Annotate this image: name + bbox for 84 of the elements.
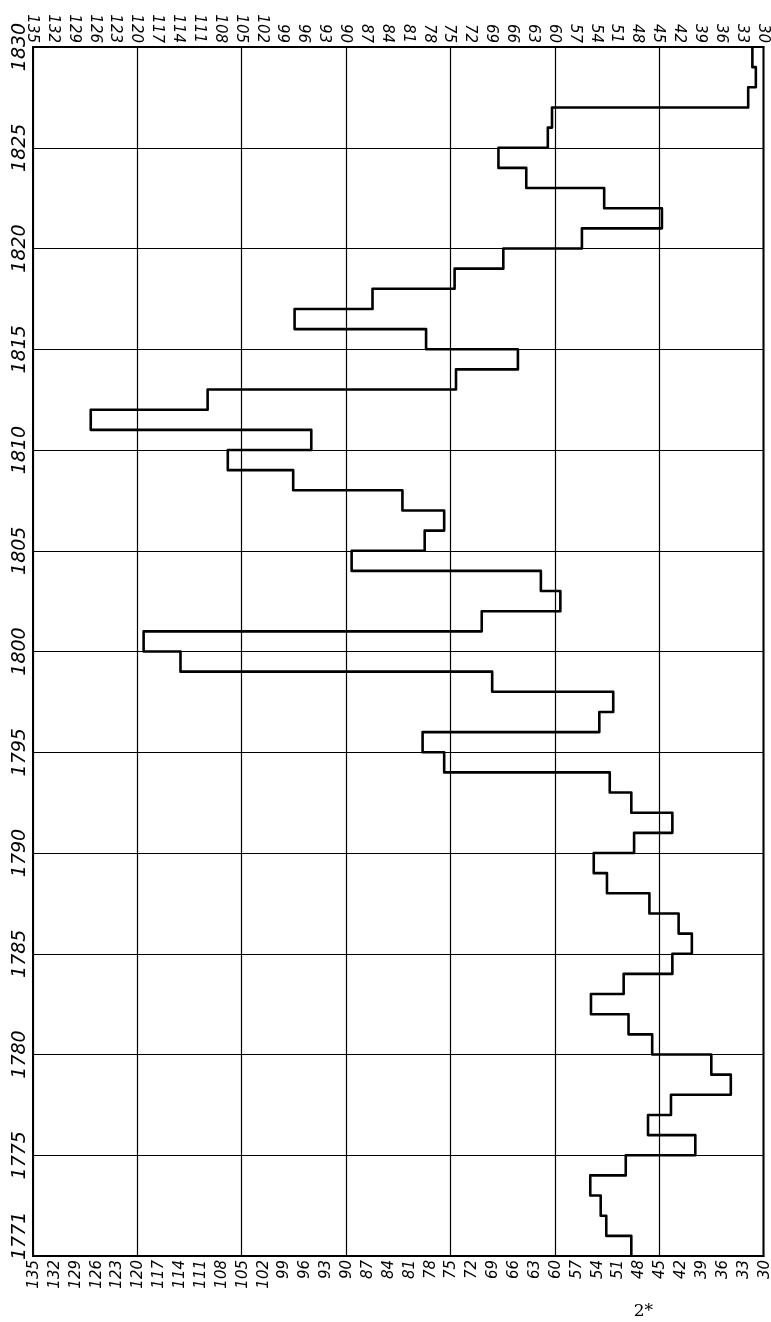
x-tick-label: 42 xyxy=(671,1260,690,1280)
x2-tick-label: 132 xyxy=(44,14,63,43)
x-tick-label: 84 xyxy=(378,1260,397,1280)
y-tick-label: 1790 xyxy=(6,828,29,878)
x2-tick-label: 57 xyxy=(566,23,585,44)
x2-tick-label: 129 xyxy=(65,14,84,43)
x2-tick-label: 30 xyxy=(754,23,771,43)
x-tick-label: 51 xyxy=(608,1260,627,1280)
x2-tick-label: 81 xyxy=(399,23,418,43)
x2-tick-label: 120 xyxy=(128,14,147,43)
y-tick-label: 1800 xyxy=(6,627,29,676)
x2-tick-label: 51 xyxy=(608,23,627,43)
x2-tick-label: 48 xyxy=(629,23,648,43)
text: 2* xyxy=(633,1299,654,1320)
x-tick-label: 96 xyxy=(295,1260,314,1280)
y-tick-label: 1810 xyxy=(6,425,29,475)
x2-tick-label: 45 xyxy=(650,23,669,43)
x2-tick-label: 39 xyxy=(691,23,710,43)
x2-tick-label: 72 xyxy=(462,23,481,43)
x2-tick-label: 60 xyxy=(545,23,564,43)
x-tick-label: 45 xyxy=(650,1260,669,1280)
x-tick-label: 120 xyxy=(128,1260,147,1289)
x2-tick-label: 126 xyxy=(86,14,105,43)
x-tick-label: 30 xyxy=(754,1260,771,1280)
x2-tick-label: 87 xyxy=(357,23,376,44)
x2-tick-label: 111 xyxy=(190,14,209,43)
x2-tick-label: 54 xyxy=(587,23,606,43)
x-tick-label: 57 xyxy=(566,1259,585,1280)
x-tick-label: 69 xyxy=(483,1260,502,1280)
x-tick-label: 54 xyxy=(587,1260,606,1280)
y-tick-label: 1780 xyxy=(6,1030,29,1079)
x-tick-label: 81 xyxy=(399,1260,418,1280)
y-tick-label: 1805 xyxy=(6,526,29,575)
y-tick-label: 1825 xyxy=(6,123,29,172)
x-tick-label: 33 xyxy=(733,1260,752,1280)
x-tick-label: 135 xyxy=(24,1260,42,1289)
x2-tick-label: 33 xyxy=(733,23,752,43)
y-tick-label: 1820 xyxy=(6,224,29,273)
x-tick-label: 102 xyxy=(253,1260,272,1289)
x-tick-label: 60 xyxy=(545,1260,564,1280)
x-tick-label: 87 xyxy=(357,1259,376,1280)
x2-tick-label: 96 xyxy=(295,23,314,43)
x2-tick-label: 42 xyxy=(671,23,690,43)
x2-tick-label: 99 xyxy=(274,23,293,43)
x-tick-label: 132 xyxy=(44,1260,63,1289)
y-tick-label: 1815 xyxy=(6,325,29,374)
x2-tick-label: 123 xyxy=(107,14,126,43)
y-tick-label: 1795 xyxy=(6,728,29,777)
x-tick-label: 114 xyxy=(170,1260,189,1289)
x-tick-label: 93 xyxy=(316,1260,335,1280)
x2-tick-label: 90 xyxy=(337,23,356,43)
x-tick-label: 75 xyxy=(441,1260,460,1280)
x2-tick-label: 84 xyxy=(378,23,397,43)
x-tick-label: 72 xyxy=(462,1260,481,1280)
x-tick-label: 36 xyxy=(712,1260,731,1280)
x-tick-label: 108 xyxy=(211,1260,230,1289)
x2-tick-label: 36 xyxy=(712,23,731,43)
x2-tick-label: 66 xyxy=(504,23,523,43)
x2-tick-label: 63 xyxy=(524,23,543,43)
x-tick-label: 39 xyxy=(691,1260,710,1280)
x-tick-label: 99 xyxy=(274,1260,293,1280)
x-tick-label: 117 xyxy=(149,1259,168,1289)
x2-tick-label: 108 xyxy=(211,14,230,43)
x-tick-label: 90 xyxy=(337,1260,356,1280)
x-tick-label: 129 xyxy=(65,1260,84,1289)
y-tick-label: 1775 xyxy=(6,1131,29,1180)
x2-tick-label: 102 xyxy=(253,14,272,43)
x-tick-label: 66 xyxy=(504,1260,523,1280)
x2-tick-label: 93 xyxy=(316,23,335,43)
x-tick-label: 78 xyxy=(420,1260,439,1280)
y-tick-label: 1771 xyxy=(6,1211,29,1261)
x2-tick-label: 78 xyxy=(420,23,439,43)
y-tick-label: 1785 xyxy=(6,929,29,978)
x2-tick-label: 114 xyxy=(170,14,189,43)
x2-tick-label: 69 xyxy=(483,23,502,43)
x2-tick-label: 117 xyxy=(149,14,168,44)
x2-tick-label: 105 xyxy=(232,14,251,43)
x-tick-label: 111 xyxy=(190,1260,209,1289)
x-tick-label: 63 xyxy=(524,1260,543,1280)
x2-tick-label: 75 xyxy=(441,23,460,43)
x-tick-label: 123 xyxy=(107,1260,126,1289)
x-tick-label: 48 xyxy=(629,1260,648,1280)
x-tick-label: 105 xyxy=(232,1260,251,1289)
x-tick-label: 126 xyxy=(86,1260,105,1289)
